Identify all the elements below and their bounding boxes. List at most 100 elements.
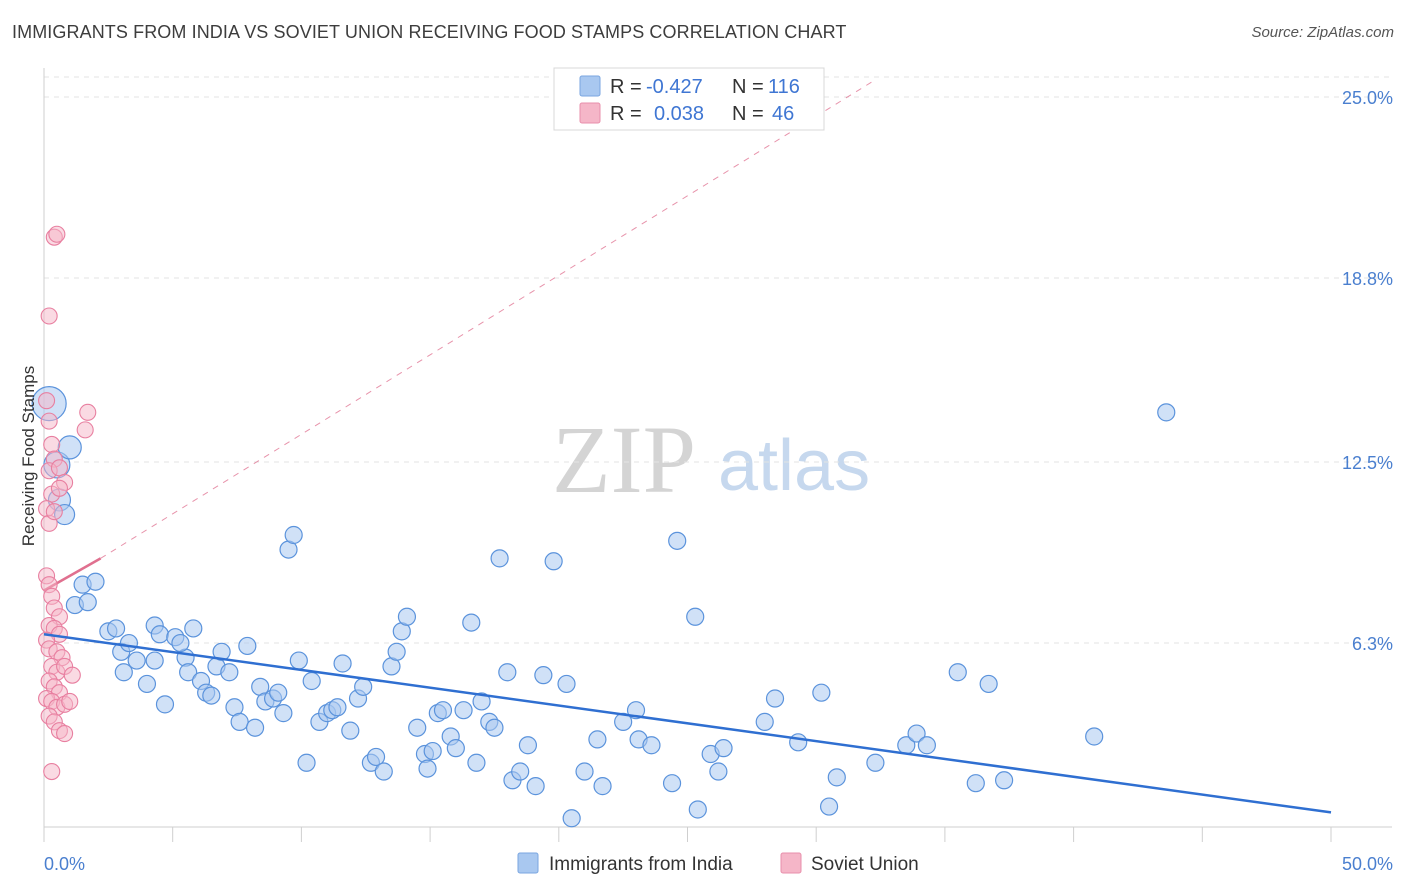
soviet-point: [43, 435, 61, 454]
soviet-point: [63, 666, 81, 684]
india-point: [202, 686, 221, 705]
india-point: [866, 753, 885, 772]
soviet-point: [45, 503, 63, 521]
india-point: [284, 525, 303, 545]
india-point: [948, 663, 967, 682]
legend: R = -0.427 N = 116 R = 0.038 N = 46: [553, 67, 825, 131]
india-point: [446, 739, 465, 758]
india-point: [765, 689, 785, 708]
india-point: [511, 762, 530, 781]
india-point: [341, 721, 360, 740]
india-trend-line: [43, 633, 1332, 814]
india-point: [238, 636, 257, 656]
india-point: [433, 701, 453, 720]
india-point: [575, 762, 594, 781]
soviet-trend-extension: [100, 79, 876, 559]
india-trend: [43, 633, 1332, 814]
chart-source: Source: ZipAtlas.com: [1251, 24, 1394, 41]
india-point: [485, 718, 504, 737]
legend-india-r-value: -0.427: [646, 76, 703, 98]
india-point: [966, 774, 985, 793]
india-point: [397, 607, 417, 626]
soviet-point: [40, 412, 58, 430]
india-point: [688, 800, 707, 819]
india-point: [819, 797, 839, 816]
india-point: [106, 619, 126, 638]
bottom-legend-label-soviet: Soviet Union: [811, 854, 919, 875]
legend-india-n-value: 116: [768, 76, 800, 98]
legend-india-n-label: N =: [732, 76, 764, 98]
india-point: [78, 593, 97, 612]
watermark-atlas: atlas: [718, 426, 870, 506]
india-point: [374, 762, 393, 781]
india-point: [534, 666, 553, 685]
x-tick-label: 0.0%: [44, 854, 85, 874]
soviet-point: [56, 725, 74, 743]
bottom-legend-swatch-soviet: [780, 852, 802, 874]
india-point: [472, 692, 491, 711]
y-tick-label: 12.5%: [1342, 453, 1393, 473]
legend-soviet-r-value: 0.038: [654, 103, 704, 125]
india-point: [526, 777, 545, 796]
y-tick-label: 6.3%: [1352, 634, 1393, 654]
india-point: [588, 730, 607, 749]
india-point: [755, 712, 774, 731]
india-point: [518, 736, 538, 755]
soviet-point: [79, 403, 97, 421]
india-point: [179, 663, 198, 682]
india-point: [827, 768, 846, 787]
india-point: [184, 619, 203, 638]
y-tick-label: 18.8%: [1342, 269, 1393, 289]
legend-swatch-india: [579, 75, 601, 97]
india-point: [423, 741, 442, 761]
india-point: [593, 777, 612, 796]
soviet-point: [50, 459, 68, 477]
india-point: [642, 736, 661, 755]
legend-soviet-n-label: N =: [732, 103, 764, 125]
india-point: [995, 771, 1014, 790]
bottom-legend-label-india: Immigrants from India: [549, 854, 733, 875]
y-tick-labels: 6.3% 12.5% 18.8% 25.0%: [1342, 88, 1393, 654]
india-point: [709, 762, 728, 781]
india-point: [328, 698, 347, 717]
india-point: [274, 704, 293, 723]
x-tick-labels: 0.0% 50.0%: [44, 854, 1393, 874]
india-point: [917, 736, 936, 755]
legend-swatch-soviet: [579, 102, 601, 124]
india-point: [145, 651, 164, 670]
legend-soviet-n-value: 46: [772, 103, 794, 125]
legend-india-r-label: R =: [610, 76, 642, 98]
india-point: [366, 747, 386, 767]
india-point: [812, 683, 831, 702]
india-point: [230, 712, 249, 731]
soviet-points: [38, 225, 97, 781]
x-tick-label: 50.0%: [1342, 854, 1393, 874]
soviet-point: [38, 392, 56, 410]
soviet-point: [40, 307, 58, 325]
soviet-point: [76, 421, 94, 439]
india-point: [714, 739, 733, 758]
india-point: [544, 552, 563, 571]
india-point: [454, 701, 473, 720]
soviet-point: [50, 479, 68, 497]
india-point: [155, 695, 175, 714]
india-point: [686, 607, 705, 626]
india-point: [668, 531, 687, 550]
india-point: [907, 724, 926, 743]
india-point: [408, 718, 427, 737]
india-point: [137, 674, 157, 694]
india-point: [490, 549, 509, 568]
legend-soviet-r-label: R =: [610, 103, 642, 125]
india-point: [127, 651, 146, 670]
india-point: [1157, 403, 1176, 422]
india-point: [114, 663, 133, 682]
india-point: [269, 683, 288, 702]
india-point: [150, 625, 169, 644]
india-point: [467, 753, 486, 772]
soviet-point: [48, 225, 66, 243]
india-point: [979, 674, 998, 694]
india-point: [354, 677, 373, 696]
india-point: [289, 651, 308, 670]
india-point: [245, 718, 265, 737]
